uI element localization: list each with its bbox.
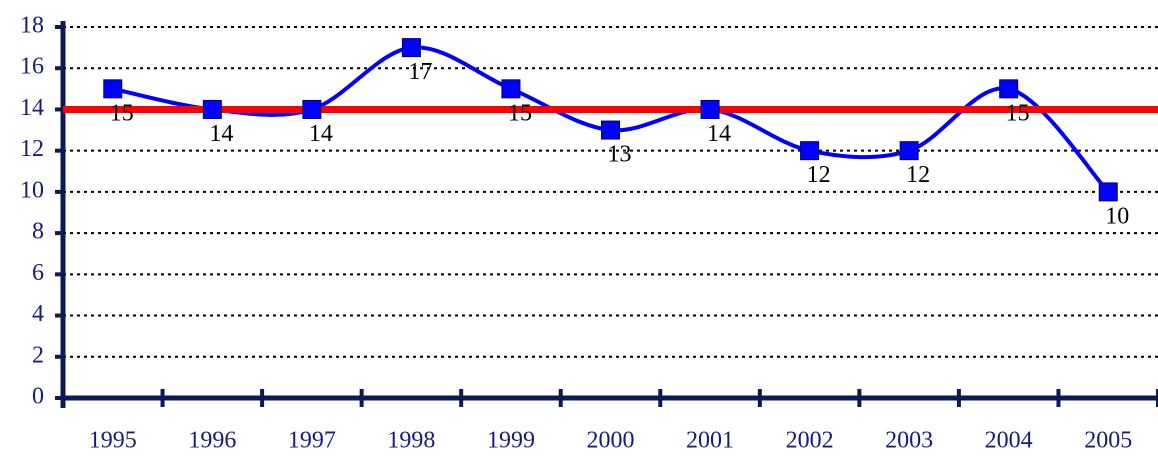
x-tick-label: 2000 — [587, 428, 635, 454]
value-label: 14 — [209, 121, 233, 147]
y-tick-label: 6 — [32, 260, 44, 286]
marker — [1098, 182, 1118, 202]
marker — [202, 99, 222, 119]
x-tick-label: 1996 — [188, 428, 236, 454]
y-tick-label: 4 — [32, 301, 44, 327]
y-tick-label: 0 — [32, 384, 44, 410]
marker — [401, 38, 421, 58]
value-label: 15 — [508, 100, 532, 126]
y-tick-label: 12 — [20, 136, 44, 162]
value-label: 17 — [408, 59, 432, 85]
x-tick-label: 2001 — [686, 428, 734, 454]
value-label: 15 — [110, 100, 134, 126]
y-tick-label: 2 — [32, 342, 44, 368]
y-tick-label: 8 — [32, 219, 44, 245]
value-label: 14 — [309, 121, 333, 147]
marker — [103, 79, 123, 99]
value-label: 12 — [906, 162, 930, 188]
marker — [501, 79, 521, 99]
y-tick-label: 18 — [20, 13, 44, 39]
marker — [700, 99, 720, 119]
value-label: 14 — [707, 121, 731, 147]
x-tick-label: 2004 — [985, 428, 1033, 454]
x-tick-label: 1999 — [487, 428, 535, 454]
y-tick-label: 16 — [20, 54, 44, 80]
value-label: 15 — [1006, 100, 1030, 126]
marker — [601, 120, 620, 140]
marker — [800, 141, 820, 161]
y-tick-label: 10 — [20, 177, 44, 203]
x-tick-label: 1997 — [288, 428, 336, 454]
marker — [899, 141, 919, 161]
value-label: 10 — [1105, 203, 1129, 229]
marker — [302, 99, 322, 119]
x-tick-label: 2005 — [1084, 428, 1132, 454]
x-tick-label: 1998 — [387, 428, 435, 454]
value-label: 12 — [807, 162, 831, 188]
marker — [999, 79, 1019, 99]
y-tick-label: 14 — [20, 95, 44, 121]
x-tick-label: 1995 — [89, 428, 137, 454]
x-tick-label: 2003 — [885, 428, 933, 454]
value-label: 13 — [608, 142, 632, 168]
x-tick-label: 2002 — [786, 428, 834, 454]
